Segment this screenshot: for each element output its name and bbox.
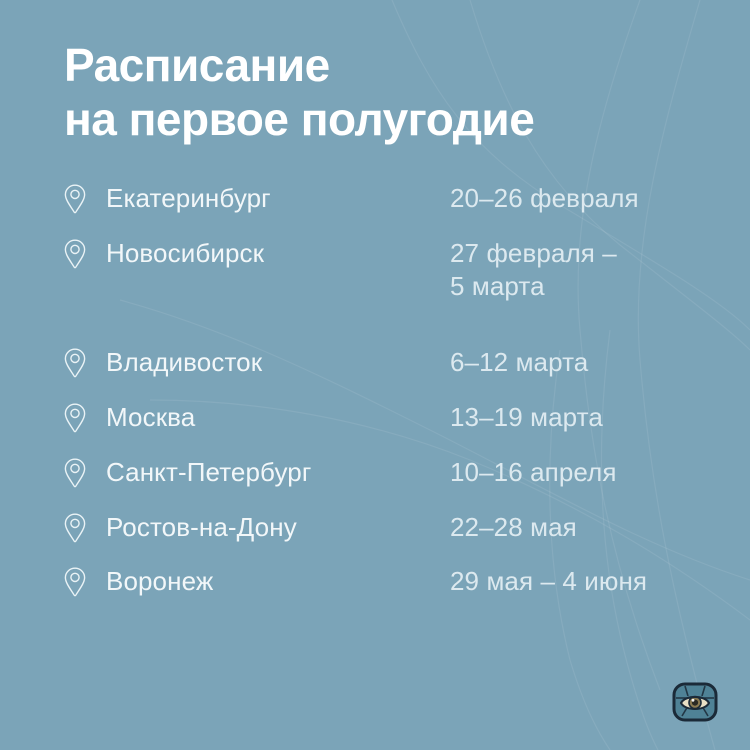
date-range: 10–16 апреля xyxy=(450,456,617,487)
city-cell: Воронеж xyxy=(64,565,450,598)
map-pin-icon xyxy=(64,348,86,378)
date-range: 27 февраля – 5 марта xyxy=(450,237,617,301)
map-pin-icon xyxy=(64,458,86,488)
city-name: Санкт-Петербург xyxy=(106,456,312,487)
schedule-row: Екатеринбург 20–26 февраля xyxy=(64,182,704,215)
schedule-row: Новосибирск 27 февраля – 5 марта xyxy=(64,237,704,303)
map-pin-icon xyxy=(64,239,86,269)
map-pin-icon xyxy=(64,512,86,543)
map-pin-icon xyxy=(64,567,86,597)
city-name: Владивосток xyxy=(106,347,263,378)
date-range: 20–26 февраля xyxy=(450,183,639,213)
schedule-row: Ростов-на-Дону 22–28 мая xyxy=(64,511,704,544)
city-cell: Владивосток xyxy=(64,346,450,379)
schedule-list: Екатеринбург 20–26 февраля Новосибирск 2… xyxy=(64,182,704,620)
city-cell: Екатеринбург xyxy=(64,182,450,215)
schedule-row: Владивосток 6–12 марта xyxy=(64,346,704,379)
map-pin-icon xyxy=(64,184,86,214)
date-range: 29 мая – 4 июня xyxy=(450,566,648,597)
city-cell: Новосибирск xyxy=(64,237,450,270)
city-name: Ростов-на-Дону xyxy=(106,511,297,542)
schedule-row: Санкт-Петербург 10–16 апреля xyxy=(64,456,704,489)
date-range: 22–28 мая xyxy=(450,511,577,542)
schedule-row: Воронеж 29 мая – 4 июня xyxy=(64,565,704,598)
date-range: 13–19 марта xyxy=(450,402,603,432)
city-cell: Ростов-на-Дону xyxy=(64,511,450,544)
city-name: Екатеринбург xyxy=(106,183,271,213)
eye-logo-icon xyxy=(672,682,718,722)
city-name: Воронеж xyxy=(106,566,214,597)
city-name: Москва xyxy=(106,402,196,432)
page-title: Расписание на первое полугодие xyxy=(64,39,535,146)
city-cell: Москва xyxy=(64,401,450,434)
map-pin-icon xyxy=(64,403,86,433)
city-name: Новосибирск xyxy=(106,237,265,268)
city-cell: Санкт-Петербург xyxy=(64,456,450,489)
date-range: 6–12 марта xyxy=(450,347,589,378)
schedule-row: Москва 13–19 марта xyxy=(64,401,704,434)
